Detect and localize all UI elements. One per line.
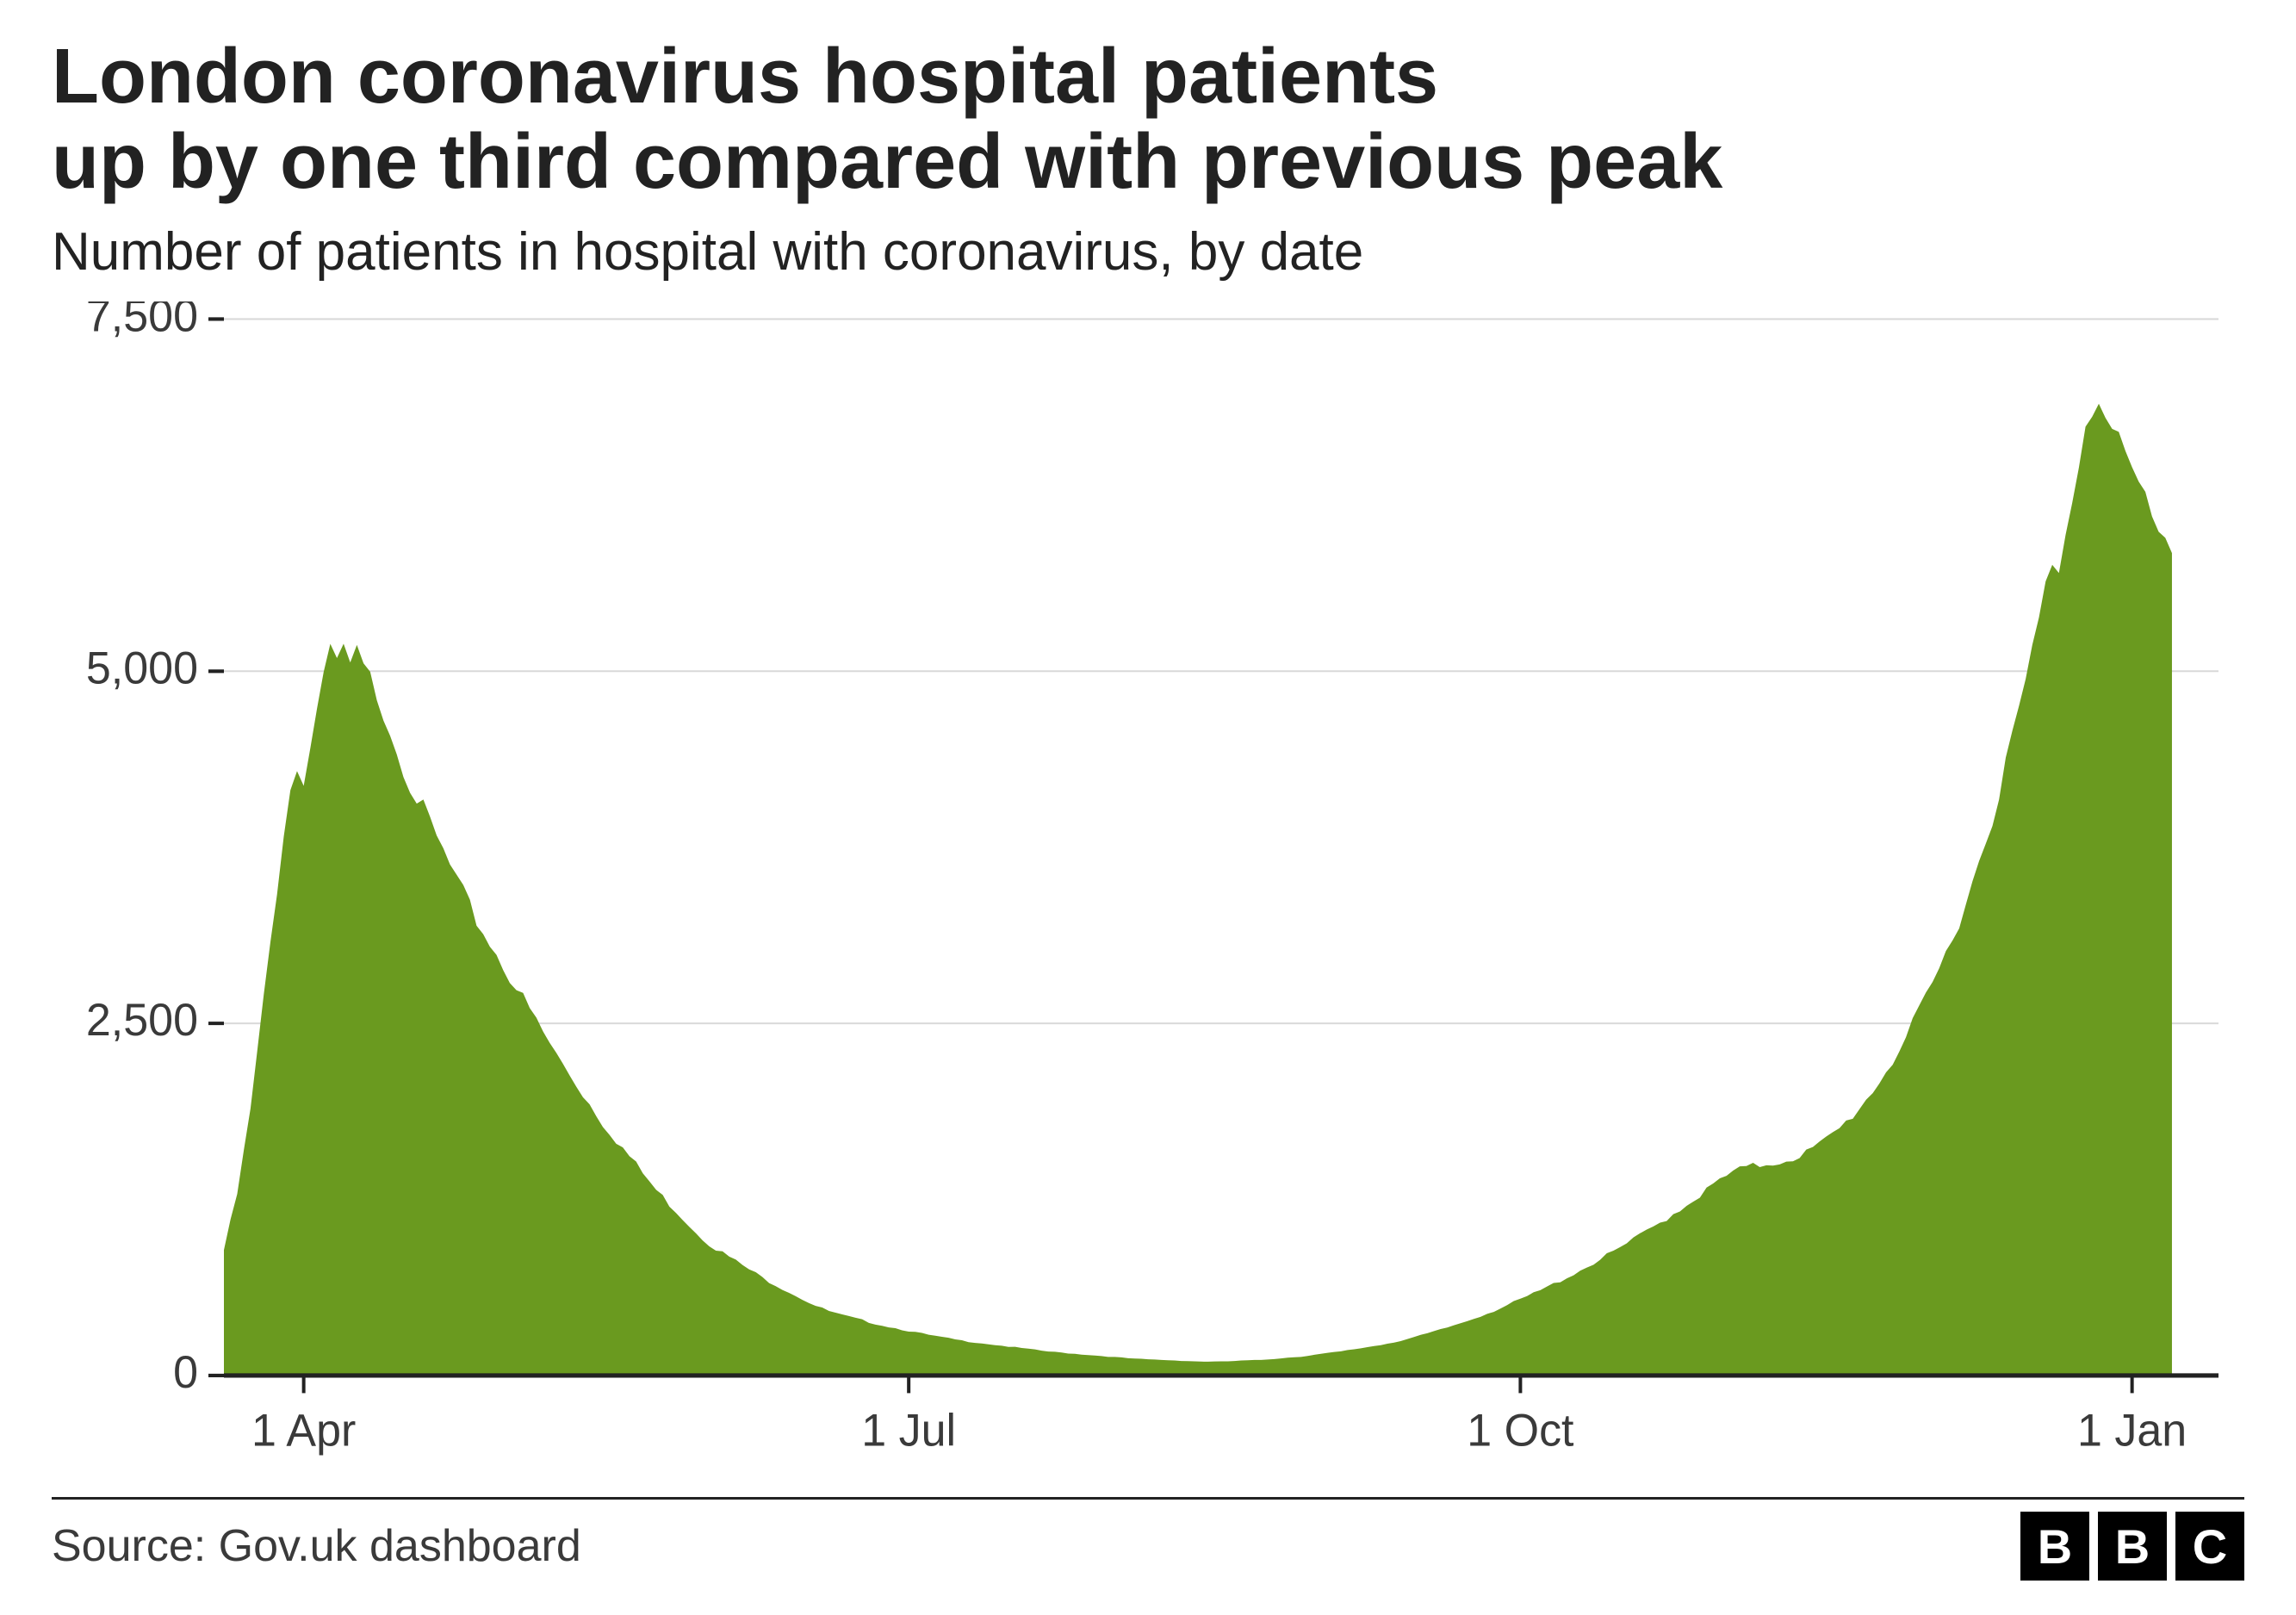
x-axis-labels: 1 Apr 1 Jul 1 Oct 1 Jan xyxy=(251,1406,2187,1457)
bbc-logo-block: C xyxy=(2175,1512,2244,1581)
gridlines xyxy=(224,320,2218,1024)
svg-text:7,500: 7,500 xyxy=(86,301,198,342)
source-text: Source: Gov.uk dashboard xyxy=(52,1520,581,1572)
svg-text:1 Oct: 1 Oct xyxy=(1467,1406,1574,1457)
svg-text:5,000: 5,000 xyxy=(86,643,198,694)
svg-text:1 Jan: 1 Jan xyxy=(2077,1406,2187,1457)
chart-title: London coronavirus hospital patients up … xyxy=(52,34,2244,205)
title-line-1: London coronavirus hospital patients xyxy=(52,34,1438,120)
svg-text:2,500: 2,500 xyxy=(86,995,198,1047)
chart-subtitle: Number of patients in hospital with coro… xyxy=(52,221,2244,284)
area-chart-svg: 0 2,500 5,000 7,500 1 Apr 1 Jul 1 Oct 1 Jan xyxy=(52,301,2244,1481)
plot-area: 0 2,500 5,000 7,500 1 Apr 1 Jul 1 Oct 1 Jan xyxy=(52,301,2244,1481)
bbc-logo-block: B xyxy=(2020,1512,2089,1581)
y-axis-labels: 0 2,500 5,000 7,500 xyxy=(86,301,198,1398)
chart-container: London coronavirus hospital patients up … xyxy=(0,0,2296,1615)
title-line-2: up by one third compared with previous p… xyxy=(52,119,1722,205)
svg-text:1 Jul: 1 Jul xyxy=(861,1406,956,1457)
bbc-logo-block: B xyxy=(2098,1512,2167,1581)
svg-text:0: 0 xyxy=(173,1347,198,1399)
chart-footer: Source: Gov.uk dashboard B B C xyxy=(52,1497,2244,1581)
svg-text:1 Apr: 1 Apr xyxy=(251,1406,356,1457)
bbc-logo: B B C xyxy=(2020,1512,2244,1581)
area-series xyxy=(224,404,2172,1376)
